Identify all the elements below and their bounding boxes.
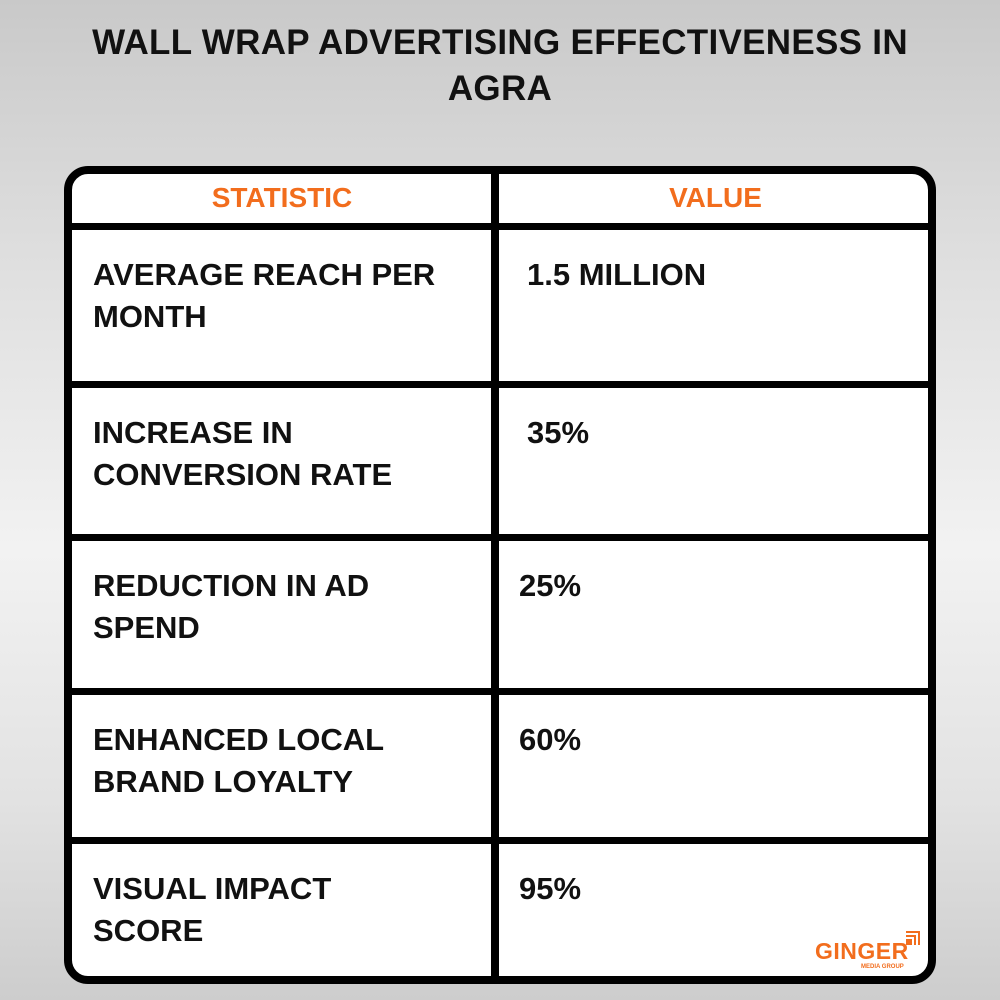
table-header-row: STATISTIC VALUE (72, 174, 928, 223)
header-value: VALUE (669, 182, 762, 213)
title-line-2: AGRA (447, 69, 553, 108)
table-row: AVERAGE REACH PER MONTH 1.5 MILLION (72, 223, 928, 381)
table-row: ENHANCED LOCAL BRAND LOYALTY 60% (72, 688, 928, 837)
value-cell: 1.5 MILLION (527, 257, 707, 292)
stat-cell: INCREASE IN CONVERSION RATE (72, 388, 499, 534)
logo-mark-icon (906, 931, 920, 945)
title-line-1: WALL WRAP ADVERTISING EFFECTIVENESS IN (92, 23, 908, 62)
value-cell: 25% (519, 568, 582, 603)
logo-tagline: MEDIA GROUP (861, 964, 904, 970)
stat-cell: VISUAL IMPACT SCORE (72, 844, 499, 976)
table-row: REDUCTION IN AD SPEND 25% (72, 534, 928, 688)
stat-cell: ENHANCED LOCAL BRAND LOYALTY (72, 695, 499, 837)
table-row: INCREASE IN CONVERSION RATE 35% (72, 381, 928, 534)
value-cell: 60% (519, 722, 582, 757)
page-title: WALL WRAP ADVERTISING EFFECTIVENESS IN A… (0, 20, 1000, 112)
value-cell: 35% (527, 415, 590, 450)
statistics-table: STATISTIC VALUE AVERAGE REACH PER MONTH … (64, 166, 936, 984)
ginger-media-group-logo: GINGER MEDIA GROUP (815, 928, 925, 972)
stat-cell: AVERAGE REACH PER MONTH (72, 230, 499, 381)
logo-name: GINGER (815, 938, 909, 964)
table-row: VISUAL IMPACT SCORE 95% (72, 837, 928, 976)
value-cell: 95% (519, 871, 582, 906)
header-statistic: STATISTIC (72, 174, 499, 223)
stat-cell: REDUCTION IN AD SPEND (72, 541, 499, 688)
